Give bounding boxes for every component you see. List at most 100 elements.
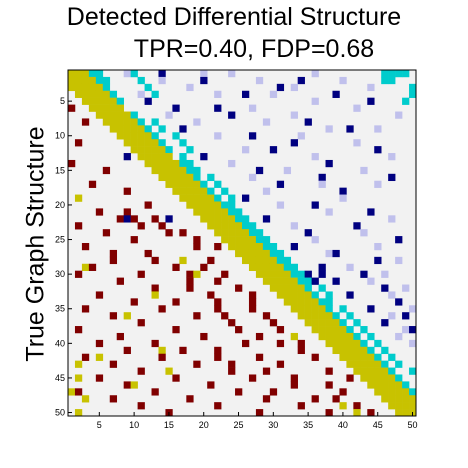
heatmap-cell-diagonal <box>123 125 131 133</box>
heatmap-cell-true-edge <box>151 256 159 265</box>
heatmap-cell-diagonal <box>102 90 111 98</box>
heatmap-cell-diagonal <box>374 360 382 368</box>
heatmap-cell-false-positive <box>200 153 208 161</box>
heatmap-cell-true-edge <box>137 319 145 327</box>
heatmap-cell-true-edge <box>228 367 236 375</box>
heatmap-cell-true-positive <box>339 319 347 327</box>
heatmap-cell-true-edge <box>172 374 180 382</box>
heatmap-cell-diagonal <box>332 326 340 334</box>
heatmap-cell-false-positive <box>395 298 403 306</box>
heatmap-cell-true-positive <box>88 70 97 78</box>
heatmap-cell-false-positive <box>367 208 375 216</box>
heatmap-cell-diagonal <box>242 249 250 258</box>
heatmap-cell-true-edge <box>144 249 152 258</box>
heatmap-cell-true-positive <box>276 249 285 258</box>
heatmap-cell-diagonal <box>95 104 104 112</box>
heatmap-cell-diagonal <box>158 173 166 182</box>
x-tick-label: 10 <box>129 420 139 430</box>
heatmap-cell-true-edge <box>130 298 138 306</box>
heatmap-cell-true-positive <box>130 70 138 78</box>
heatmap-cell-detected-light <box>360 166 368 175</box>
heatmap-cell-diagonal <box>179 194 187 202</box>
heatmap-cell-detected-light <box>367 277 375 285</box>
heatmap-cell-true-edge <box>193 360 201 368</box>
heatmap-cell-false-positive <box>381 284 389 292</box>
heatmap-cell-diagonal <box>318 326 326 334</box>
heatmap-cell-diagonal <box>304 291 312 299</box>
heatmap-cell-true-edge <box>325 409 333 417</box>
heatmap-cell-diagonal <box>269 284 278 292</box>
heatmap-cell-true-edge <box>228 319 236 327</box>
heatmap-cell-diagonal <box>388 395 396 403</box>
heatmap-cell-diagonal <box>207 194 215 202</box>
heatmap-cell-true-positive <box>388 353 396 361</box>
heatmap-cell-true-edge <box>186 395 194 403</box>
heatmap-cell-diagonal <box>102 97 111 105</box>
heatmap-cell-true-edge <box>137 270 145 278</box>
heatmap-cell-diagonal <box>235 243 243 251</box>
heatmap-cell-diagonal <box>311 312 319 320</box>
heatmap-cell-diagonal <box>325 319 333 327</box>
y-tick-label: 45 <box>55 373 65 383</box>
heatmap-cell-true-positive <box>144 83 152 92</box>
heatmap-cell-diagonal <box>409 395 417 403</box>
heatmap-cell-diagonal <box>353 339 361 348</box>
heatmap-cell-true-positive <box>172 132 180 140</box>
heatmap-cell-true-edge <box>74 139 83 147</box>
heatmap-cell-true-edge <box>95 208 104 216</box>
heatmap-cell-true-positive <box>402 97 410 105</box>
heatmap-cell-true-positive <box>221 187 229 195</box>
x-tick-label: 25 <box>234 420 244 430</box>
heatmap-cell-true-edge <box>109 360 118 368</box>
heatmap-cell-detected-light <box>123 70 131 78</box>
heatmap-cell-diagonal <box>228 215 236 223</box>
heatmap-cell-true-positive <box>409 83 417 92</box>
heatmap-cell-true-edge <box>214 305 222 313</box>
heatmap-cell-diagonal <box>74 76 83 85</box>
heatmap-cell-diagonal <box>116 125 124 133</box>
heatmap-cell-diagonal <box>248 263 257 271</box>
heatmap-cell-diagonal <box>360 346 368 355</box>
heatmap-cell-true-positive <box>228 208 236 216</box>
heatmap-cell-missed-edge <box>81 395 90 403</box>
heatmap-cell-true-edge <box>311 353 319 361</box>
heatmap-cell-detected-light <box>290 111 298 119</box>
heatmap-cell-diagonal <box>235 229 243 237</box>
heatmap-cell-false-positive <box>228 111 236 119</box>
heatmap-cell-true-edge <box>95 374 104 382</box>
heatmap-cell-detected-light <box>311 153 319 161</box>
heatmap-cell-true-edge <box>81 305 90 313</box>
heatmap-cell-false-positive <box>248 132 257 140</box>
heatmap-cell-true-edge <box>193 312 201 320</box>
heatmap-cell-diagonal <box>158 146 166 154</box>
heatmap-cell-diagonal <box>88 97 97 105</box>
heatmap-cell-diagonal <box>151 139 159 147</box>
heatmap-cell-true-positive <box>186 166 194 175</box>
heatmap-cell-false-positive <box>332 90 340 98</box>
heatmap-cell-diagonal <box>360 353 368 361</box>
heatmap-cell-diagonal <box>332 346 340 355</box>
heatmap-cell-detected-light <box>325 249 333 258</box>
heatmap-cell-diagonal <box>395 381 403 389</box>
heatmap-cell-diagonal <box>186 180 194 188</box>
heatmap-cell-false-positive <box>242 90 250 98</box>
heatmap-cell-diagonal <box>339 326 347 334</box>
heatmap-cell-detected-light <box>269 90 278 98</box>
heatmap-cell-detected-light <box>214 90 222 98</box>
heatmap-cell-true-positive <box>193 173 201 182</box>
heatmap-cell-true-positive <box>374 339 382 348</box>
heatmap-cell-true-edge <box>228 360 236 368</box>
heatmap-cell-diagonal <box>346 339 354 348</box>
heatmap-cell-diagonal <box>116 118 124 126</box>
heatmap-cell-true-positive <box>346 312 354 320</box>
heatmap-cell-detected-light <box>290 222 298 230</box>
heatmap-cell-diagonal <box>88 104 97 112</box>
heatmap-cell-detected-light <box>283 166 292 175</box>
heatmap-cell-true-edge <box>297 346 305 355</box>
heatmap-cell-diagonal <box>255 263 264 271</box>
heatmap-cell-true-positive <box>290 263 298 271</box>
heatmap-cell-true-edge <box>165 229 173 237</box>
heatmap-cell-diagonal <box>228 243 236 251</box>
heatmap-cell-true-edge <box>74 222 83 230</box>
heatmap-cell-true-positive <box>228 201 236 209</box>
